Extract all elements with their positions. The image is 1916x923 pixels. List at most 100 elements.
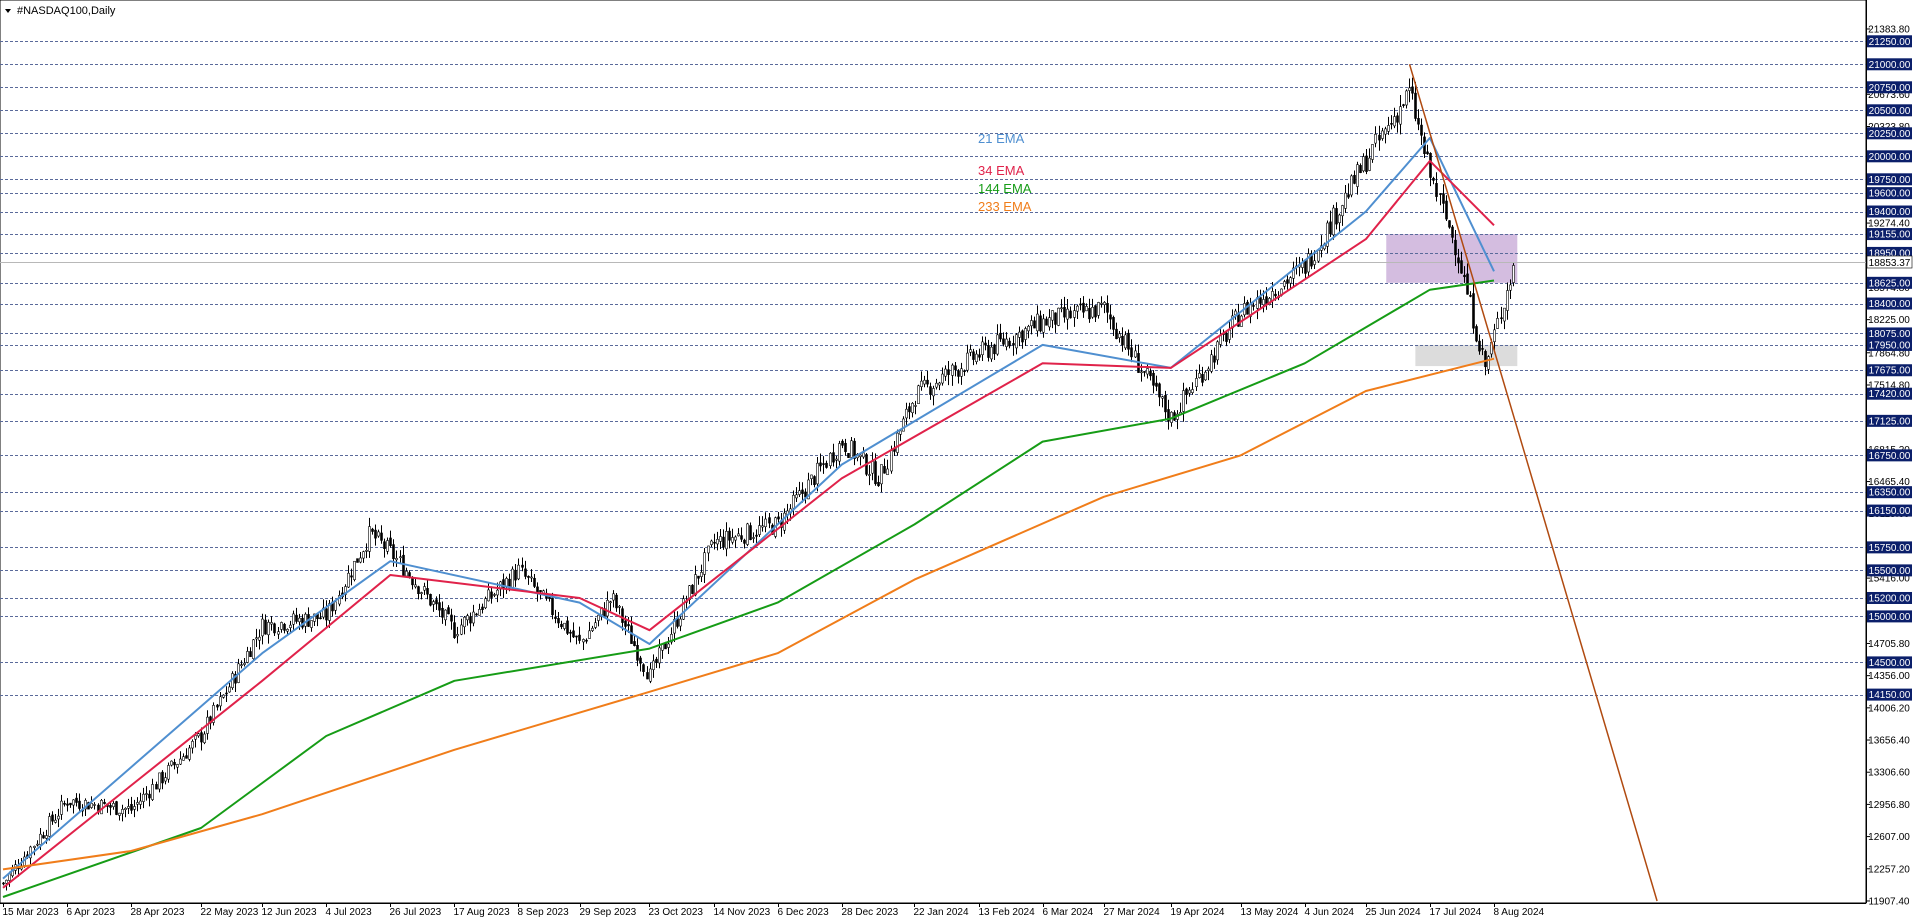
y-tick-label-11: 15416.00: [1868, 574, 1910, 585]
candle-body-209: [639, 657, 642, 664]
ema-legend-label-1: 34 EMA: [978, 163, 1025, 178]
candle-body-235: [719, 536, 722, 542]
candle-body-388: [1185, 388, 1188, 395]
candle-body-278: [850, 440, 853, 458]
candle-body-83: [255, 637, 258, 640]
level-badge-6: [1867, 173, 1912, 186]
candle-body-305: [932, 388, 935, 397]
y-tick-label-6: 17864.80: [1868, 348, 1910, 359]
candle-body-215: [658, 647, 661, 664]
candle-body-190: [582, 639, 585, 643]
candle-body-151: [463, 616, 466, 628]
y-tick-label-19: 12257.20: [1868, 864, 1910, 875]
candle-body-495: [1512, 265, 1515, 283]
candle-body-205: [627, 624, 630, 627]
candle-body-127: [389, 537, 392, 546]
level-badge-label-18: 16750.00: [1869, 451, 1911, 462]
candle-body-468: [1429, 153, 1432, 178]
candle-body-440: [1344, 192, 1347, 209]
ema-legend-label-3: 233 EMA: [978, 199, 1032, 214]
candle-body-122: [374, 529, 377, 539]
candle-body-462: [1411, 86, 1414, 94]
level-badge-label-21: 15750.00: [1869, 543, 1911, 554]
candle-body-336: [1027, 326, 1030, 332]
candle-body-232: [710, 540, 713, 545]
candle-body-375: [1146, 368, 1149, 375]
candle-body-450: [1374, 133, 1377, 144]
candle-body-143: [438, 602, 441, 611]
candle-body-369: [1127, 332, 1130, 350]
candle-body-191: [585, 639, 588, 642]
level-badge-label-26: 14150.00: [1869, 690, 1911, 701]
level-badge-7: [1867, 187, 1912, 200]
candle-body-472: [1442, 193, 1445, 204]
candle-body-412: [1259, 297, 1262, 304]
x-tick-label-17: 27 Mar 2024: [1104, 907, 1161, 918]
candle-body-182: [557, 618, 560, 624]
candle-body-81: [249, 651, 252, 657]
candle-body-134: [411, 578, 414, 586]
downtrend-line: [1408, 64, 1658, 902]
candle-body-455: [1390, 123, 1393, 125]
candle-body-248: [758, 525, 761, 535]
candle-body-474: [1448, 220, 1451, 228]
candle-body-434: [1326, 222, 1329, 247]
x-tick-label-4: 12 Jun 2023: [262, 907, 317, 918]
candle-body-363: [1109, 314, 1112, 320]
ema-legend: 21 EMA 34 EMA 144 EMA 233 EMA: [978, 131, 1032, 214]
level-badge-label-12: 18400.00: [1869, 299, 1911, 310]
candle-body-58: [179, 758, 182, 765]
y-tick-label-13: 14356.00: [1868, 671, 1910, 682]
candle-body-15: [48, 816, 51, 837]
y-tick-label-3: 19274.40: [1868, 219, 1910, 230]
candle-body-24: [75, 797, 78, 803]
candle-body-50: [155, 784, 158, 790]
candle-body-52: [161, 771, 164, 784]
candle-body-115: [353, 560, 356, 580]
level-badge-label-3: 20500.00: [1869, 106, 1911, 117]
candle-body-328: [1002, 338, 1005, 345]
candle-body-487: [1487, 356, 1490, 370]
candle-body-325: [993, 344, 996, 355]
candle-body-80: [246, 651, 249, 663]
candle-body-465: [1420, 124, 1423, 136]
candle-body-359: [1097, 302, 1100, 316]
candle-body-2: [8, 873, 11, 881]
candle-body-479: [1463, 274, 1466, 278]
candle-body-230: [703, 552, 706, 575]
candle-body-490: [1496, 318, 1499, 329]
candle-body-123: [377, 531, 380, 537]
candle-body-491: [1500, 317, 1503, 320]
level-badge-20: [1867, 504, 1912, 517]
candle-body-228: [697, 575, 700, 579]
ema-line-2: [2, 279, 1495, 898]
candle-body-428: [1307, 253, 1310, 273]
candle-body-29: [90, 803, 93, 808]
level-badge-label-16: 17420.00: [1869, 389, 1911, 400]
candle-body-379: [1158, 383, 1161, 398]
levels-layer: [0, 41, 1866, 696]
candle-body-441: [1347, 194, 1350, 198]
candle-body-324: [990, 346, 993, 360]
candle-body-88: [270, 622, 273, 625]
level-badge-label-14: 17950.00: [1869, 340, 1911, 351]
x-tick-label-13: 28 Dec 2023: [842, 907, 899, 918]
level-badge-5: [1867, 150, 1912, 163]
candle-body-296: [905, 408, 908, 419]
candle-body-332: [1015, 334, 1018, 349]
candle-body-380: [1161, 396, 1164, 399]
candle-body-184: [563, 622, 566, 629]
candle-body-370: [1130, 347, 1133, 358]
candle-body-435: [1329, 221, 1332, 235]
candle-body-142: [435, 599, 438, 605]
candle-body-357: [1091, 306, 1094, 318]
candle-body-282: [862, 452, 865, 458]
candle-body-274: [838, 443, 841, 462]
candle-body-23: [72, 799, 75, 806]
zone-rect-1: [1415, 344, 1518, 367]
level-badge-label-17: 17125.00: [1869, 416, 1911, 427]
collapse-triangle-icon[interactable]: [5, 9, 11, 13]
ema-line-0: [2, 136, 1495, 880]
candle-body-110: [338, 595, 341, 605]
x-tick-label-8: 8 Sep 2023: [518, 907, 570, 918]
